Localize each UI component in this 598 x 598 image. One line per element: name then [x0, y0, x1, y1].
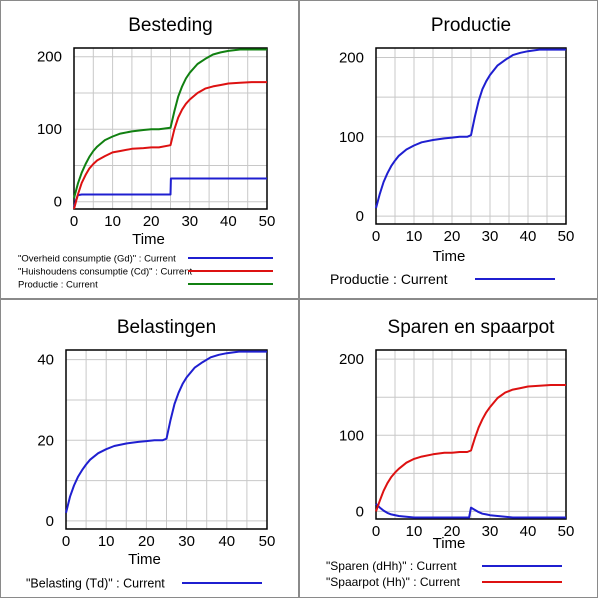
x-tick-label: 50: [259, 533, 276, 550]
y-tick-label: 100: [339, 427, 364, 444]
x-tick-label: 10: [98, 533, 115, 550]
series-line: [375, 384, 566, 512]
y-tick-label: 0: [54, 194, 62, 211]
x-tick-label: 10: [406, 228, 423, 245]
series-line: [73, 81, 267, 210]
series-line: [375, 48, 566, 209]
y-tick-label: 20: [37, 432, 54, 449]
y-tick-label: 40: [37, 352, 54, 369]
panel-belastingen: Belastingen 0 10 20 30 40 50 0 20 40 Time "Belastin…: [0, 299, 299, 598]
x-tick-label: 50: [558, 523, 575, 540]
chart-svg: Besteding 0 10 20 30 40 50 0 100 200 Time "Overheid…: [18, 15, 276, 290]
x-tick-label: 40: [520, 523, 537, 540]
x-tick-label: 20: [444, 523, 461, 540]
panel-sparen-en-spaarpot: Sparen en spaarpot 0 10 20 30 40 50 0 100 200 Time…: [299, 299, 598, 598]
x-tick-label: 50: [259, 213, 276, 230]
chart-svg: Productie 0 10 20 30 40 50 0 100 200 Time Productie…: [330, 15, 575, 287]
y-tick-label: 200: [339, 50, 364, 67]
x-tick-label: 0: [372, 228, 380, 245]
x-tick-label: 40: [220, 213, 237, 230]
series-line: [65, 350, 267, 514]
series-line: [73, 177, 267, 208]
x-tick-label: 30: [181, 213, 198, 230]
x-tick-label: 10: [406, 523, 423, 540]
legend-label: "Sparen (dHh)" : Current: [326, 559, 457, 573]
x-tick-label: 20: [143, 213, 160, 230]
x-axis-label: Time: [132, 231, 165, 248]
x-tick-label: 40: [218, 533, 235, 550]
x-tick-label: 30: [482, 228, 499, 245]
legend-label: Productie : Current: [18, 279, 98, 290]
plot-frame: [375, 47, 567, 225]
panel-besteding: Besteding 0 10 20 30 40 50 0 100 200 Time "Overheid…: [0, 0, 299, 299]
y-tick-label: 0: [356, 208, 364, 225]
plot-frame: [73, 47, 268, 210]
x-tick-label: 30: [178, 533, 195, 550]
y-tick-label: 200: [37, 49, 62, 66]
x-tick-label: 0: [62, 533, 70, 550]
series-line: [73, 48, 267, 199]
x-tick-label: 0: [70, 213, 78, 230]
y-tick-label: 0: [356, 503, 364, 520]
legend-label: "Huishoudens consumptie (Cd)" : Current: [18, 266, 192, 277]
x-tick-label: 10: [104, 213, 121, 230]
grid-lines: [376, 350, 566, 519]
x-axis-label: Time: [433, 248, 466, 265]
chart-svg: Belastingen 0 10 20 30 40 50 0 20 40 Time "Belastin…: [26, 317, 276, 590]
chart-title: Besteding: [128, 15, 213, 36]
y-tick-label: 200: [339, 351, 364, 368]
x-tick-label: 50: [558, 228, 575, 245]
y-tick-label: 0: [46, 513, 54, 530]
chart-svg: Sparen en spaarpot 0 10 20 30 40 50 0 100 200 Time…: [326, 317, 575, 589]
grid-lines: [74, 48, 267, 209]
y-tick-label: 100: [37, 121, 62, 138]
x-axis-label: Time: [433, 535, 466, 552]
x-tick-label: 0: [372, 523, 380, 540]
x-axis-label: Time: [128, 551, 161, 568]
x-tick-label: 20: [444, 228, 461, 245]
chart-title: Belastingen: [117, 317, 216, 338]
legend-label: "Belasting (Td)" : Current: [26, 576, 165, 590]
series-line: [375, 503, 566, 519]
plot-frame: [65, 349, 268, 530]
chart-title: Productie: [431, 15, 511, 36]
grid-lines: [376, 48, 566, 224]
legend-label: "Overheid consumptie (Gd)" : Current: [18, 253, 176, 264]
x-tick-label: 20: [138, 533, 155, 550]
legend-label: "Spaarpot (Hh)" : Current: [326, 575, 461, 589]
x-tick-label: 40: [520, 228, 537, 245]
x-tick-label: 30: [482, 523, 499, 540]
chart-title: Sparen en spaarpot: [388, 317, 556, 338]
plot-frame: [375, 349, 567, 520]
panel-productie: Productie 0 10 20 30 40 50 0 100 200 Time Productie…: [299, 0, 598, 299]
legend-label: Productie : Current: [330, 271, 448, 287]
y-tick-label: 100: [339, 129, 364, 146]
